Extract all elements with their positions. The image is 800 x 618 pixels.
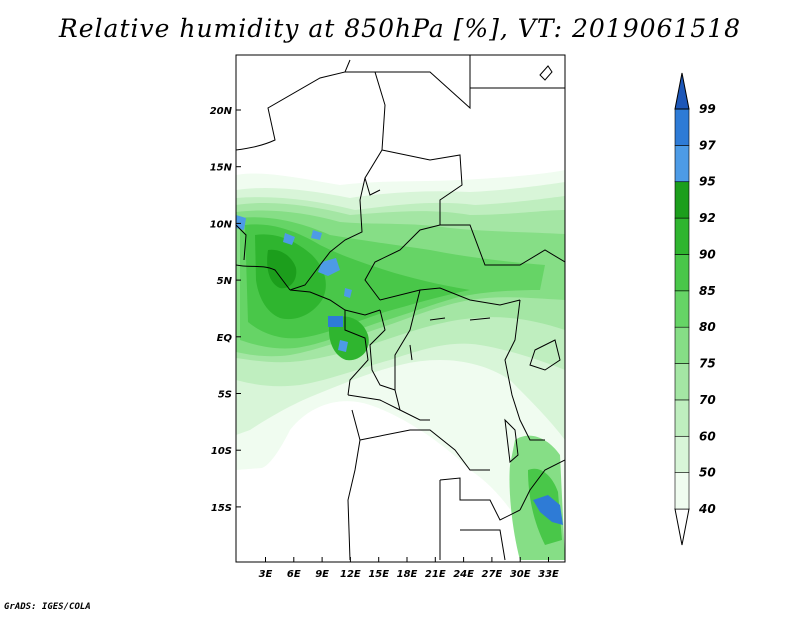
lat-tick-label: 20N (210, 106, 233, 117)
country-boundaries (236, 55, 565, 561)
lat-tick-label: 5S (218, 390, 232, 401)
lon-tick-label: 21E (425, 569, 446, 580)
colorbar-lower-triangle (674, 508, 690, 546)
colorbar-segment (674, 254, 690, 292)
latitude-axis: 20N 15N 10N 5N EQ 5S 10S 15S (210, 106, 241, 514)
lon-tick-label: 30E (510, 569, 531, 580)
lon-tick-label: 27E (482, 569, 503, 580)
humidity-field (236, 55, 565, 562)
lat-tick-label: 15S (211, 503, 232, 514)
colorbar: 40 50 60 70 75 80 85 90 92 95 97 99 (674, 72, 716, 546)
colorbar-label: 97 (699, 138, 716, 152)
colorbar-label: 80 (699, 320, 716, 334)
colorbar-segment (674, 290, 690, 328)
lon-tick-label: 33E (538, 569, 559, 580)
colorbar-segment (674, 217, 690, 255)
lon-tick-label: 3E (259, 569, 273, 580)
lon-tick-label: 18E (397, 569, 418, 580)
colorbar-segment (674, 145, 690, 183)
colorbar-segment (674, 326, 690, 364)
colorbar-label: 85 (699, 284, 716, 298)
longitude-axis: 3E 6E 9E 12E 15E 18E 21E 24E 27E 30E 33E (259, 557, 559, 580)
figure-title: Relative humidity at 850hPa [%], VT: 201… (58, 14, 742, 43)
map-frame (235, 54, 566, 563)
lon-tick-label: 6E (287, 569, 301, 580)
colorbar-label: 99 (699, 102, 716, 116)
colorbar-label: 90 (699, 247, 716, 261)
lat-tick-label: 10N (210, 219, 233, 230)
colorbar-segment (674, 108, 690, 146)
lat-tick-label: 5N (217, 276, 233, 287)
lat-tick-label: EQ (217, 333, 233, 344)
lon-tick-label: 24E (453, 569, 474, 580)
colorbar-segment (674, 399, 690, 437)
lon-tick-label: 12E (340, 569, 361, 580)
colorbar-label: 50 (699, 466, 716, 480)
colorbar-label: 92 (699, 211, 716, 225)
colorbar-label: 60 (699, 429, 716, 443)
footer-credit: GrADS: IGES/COLA (4, 602, 91, 612)
lon-tick-label: 9E (315, 569, 329, 580)
colorbar-segment (674, 363, 690, 401)
colorbar-upper-triangle (674, 72, 690, 110)
colorbar-label: 40 (698, 502, 716, 516)
colorbar-label: 95 (699, 175, 716, 189)
colorbar-segment (674, 472, 690, 510)
colorbar-segment (674, 435, 690, 473)
colorbar-label: 75 (699, 357, 716, 371)
colorbar-segment (674, 181, 690, 219)
lon-tick-label: 15E (368, 569, 389, 580)
lat-tick-label: 10S (211, 446, 232, 457)
lat-tick-label: 15N (210, 163, 233, 174)
colorbar-label: 70 (699, 393, 716, 407)
